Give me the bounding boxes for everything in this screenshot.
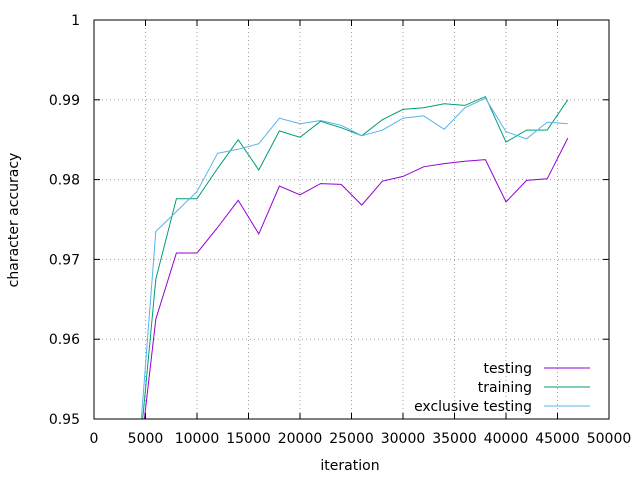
x-tick-label: 20000 bbox=[278, 431, 323, 447]
legend-label: testing bbox=[483, 361, 532, 377]
series-line-exclusive-testing bbox=[140, 97, 568, 419]
x-tick-label: 45000 bbox=[535, 431, 580, 447]
y-tick-label: 0.97 bbox=[49, 252, 80, 268]
legend-label: training bbox=[478, 380, 532, 396]
series-layer bbox=[140, 95, 569, 419]
x-tick-label: 35000 bbox=[432, 431, 477, 447]
x-tick-label: 25000 bbox=[329, 431, 374, 447]
x-tick-label: 0 bbox=[90, 431, 99, 447]
y-tick-label: 0.98 bbox=[49, 173, 80, 189]
x-tick-label: 10000 bbox=[175, 431, 220, 447]
y-tick-label: 0.99 bbox=[49, 93, 80, 109]
series-line-training bbox=[142, 95, 569, 419]
x-tick-label: 15000 bbox=[226, 431, 271, 447]
y-axis-label: character accuracy bbox=[6, 153, 22, 288]
legend-label: exclusive testing bbox=[414, 399, 532, 415]
y-tick-labels: 0.95 0.96 0.97 0.98 0.99 1 bbox=[49, 13, 80, 428]
legend: testing training exclusive testing bbox=[414, 361, 590, 415]
y-tick-label: 1 bbox=[71, 13, 80, 29]
grid-lines bbox=[94, 20, 609, 419]
x-tick-label: 50000 bbox=[587, 431, 632, 447]
axis-ticks bbox=[93, 19, 610, 420]
x-tick-label: 5000 bbox=[128, 431, 164, 447]
x-tick-label: 30000 bbox=[381, 431, 426, 447]
y-tick-label: 0.95 bbox=[49, 412, 80, 428]
x-tick-label: 40000 bbox=[484, 431, 529, 447]
series-line-testing bbox=[143, 137, 569, 419]
x-tick-labels: 0 5000 10000 15000 20000 25000 30000 35000 40000… bbox=[90, 431, 632, 447]
x-axis-label: iteration bbox=[320, 458, 379, 474]
y-tick-label: 0.96 bbox=[49, 332, 80, 348]
